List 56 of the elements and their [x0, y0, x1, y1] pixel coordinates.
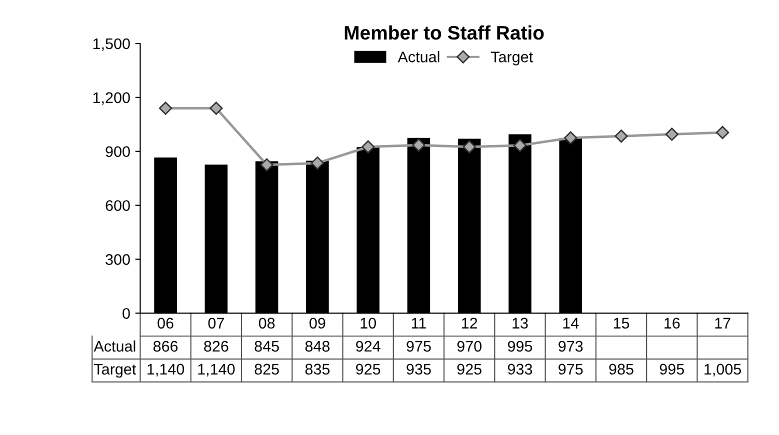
x-tick-label: 13 [512, 318, 528, 329]
data-label: 970 [457, 340, 482, 352]
x-tick-label: 06 [158, 318, 174, 329]
data-label: 933 [508, 364, 532, 375]
y-tick-label: 0 [122, 308, 130, 319]
data-label: 1,140 [198, 364, 235, 376]
x-tick-label: 16 [664, 318, 680, 329]
y-tick-label: 900 [106, 146, 130, 158]
data-label: 835 [305, 364, 330, 375]
chart-title: Member to Staff Ratio [344, 25, 544, 40]
point [716, 126, 730, 140]
data-label: 845 [254, 340, 279, 352]
data-label: 1,140 [148, 364, 184, 376]
data-label: 924 [356, 340, 380, 352]
x-tick-label: 14 [563, 318, 579, 328]
data-label: 935 [406, 364, 431, 375]
data-label: 1,005 [704, 364, 741, 376]
text: Target [94, 364, 136, 378]
point [665, 128, 678, 141]
x-tick-label: 17 [715, 318, 730, 328]
point [210, 102, 223, 115]
x-tick-label: 12 [462, 318, 478, 328]
x-tick-label: 15 [614, 318, 630, 329]
data-label: 925 [356, 364, 380, 375]
point [158, 102, 172, 115]
y-tick-label: 300 [106, 254, 130, 265]
data-label: 995 [508, 340, 532, 352]
data-label: 848 [305, 340, 330, 352]
point [513, 138, 527, 152]
point [614, 130, 628, 143]
y-tick-label: 1,500 [93, 38, 130, 51]
data-label: 973 [558, 340, 583, 352]
data-label: 866 [153, 340, 178, 352]
data-label: 826 [204, 340, 228, 352]
text: Actual [94, 340, 136, 352]
point [462, 140, 476, 154]
legend-label: Target [490, 52, 533, 66]
point [361, 140, 375, 154]
x-tick-label: 10 [360, 318, 376, 329]
point [564, 131, 578, 144]
y-tick-label: 600 [106, 200, 130, 212]
x-tick-label: 07 [208, 318, 224, 329]
data-label: 975 [406, 340, 431, 352]
data-label: 825 [254, 364, 279, 375]
legend-label: Actual [398, 51, 440, 62]
data-label: 925 [457, 364, 482, 375]
data-label: 985 [609, 364, 634, 375]
data-label: 975 [558, 364, 583, 375]
data-label: 995 [660, 364, 684, 375]
point [310, 156, 324, 170]
x-tick-label: 08 [258, 318, 275, 329]
x-tick-label: 09 [310, 318, 326, 329]
point [412, 138, 426, 152]
y-tick-label: 1,200 [93, 92, 130, 105]
x-tick-label: 11 [412, 318, 426, 328]
point [260, 158, 274, 172]
